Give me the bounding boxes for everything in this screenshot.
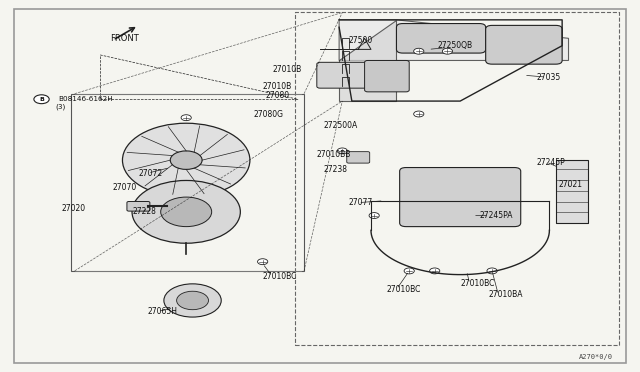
Text: 27080G: 27080G [253, 109, 283, 119]
Text: 27035: 27035 [537, 73, 561, 81]
Text: (3): (3) [56, 103, 66, 110]
FancyBboxPatch shape [365, 61, 409, 92]
Circle shape [369, 212, 380, 218]
Circle shape [170, 151, 202, 169]
Text: 27250QB: 27250QB [438, 41, 473, 50]
Circle shape [161, 197, 212, 227]
Text: 27010BC: 27010BC [387, 285, 421, 294]
Text: 27010B: 27010B [262, 82, 292, 91]
Polygon shape [339, 20, 396, 101]
Text: 27010BC: 27010BC [262, 272, 297, 281]
Text: 27228: 27228 [132, 207, 156, 217]
Circle shape [337, 148, 348, 154]
Circle shape [257, 259, 268, 264]
Circle shape [404, 268, 414, 274]
Circle shape [413, 48, 424, 54]
Text: FRONT: FRONT [109, 34, 138, 43]
Text: B: B [39, 97, 44, 102]
Circle shape [413, 111, 424, 117]
Polygon shape [339, 20, 568, 61]
Circle shape [132, 180, 241, 243]
Text: 27010BB: 27010BB [317, 150, 351, 159]
FancyBboxPatch shape [486, 25, 562, 64]
Bar [72, 94, 304, 271]
Text: 27238: 27238 [323, 165, 347, 174]
Text: 27065H: 27065H [148, 307, 178, 316]
Text: 27077: 27077 [349, 198, 373, 207]
Circle shape [429, 268, 440, 274]
Circle shape [177, 291, 209, 310]
Circle shape [442, 48, 452, 54]
Circle shape [487, 268, 497, 274]
FancyBboxPatch shape [396, 23, 486, 53]
Text: 27010B: 27010B [272, 65, 301, 74]
Circle shape [34, 95, 49, 104]
Text: 272500A: 272500A [323, 121, 357, 129]
FancyBboxPatch shape [127, 202, 150, 211]
Text: A270*0/0: A270*0/0 [579, 353, 613, 359]
Text: 27500: 27500 [349, 36, 373, 45]
Bar [294, 13, 620, 345]
Circle shape [181, 115, 191, 121]
Text: B08146-6162H: B08146-6162H [59, 96, 113, 102]
FancyBboxPatch shape [317, 62, 368, 88]
Text: 27010BC: 27010BC [460, 279, 495, 288]
Text: 27021: 27021 [559, 180, 583, 189]
Circle shape [164, 284, 221, 317]
FancyBboxPatch shape [347, 152, 370, 163]
Text: 27245P: 27245P [537, 157, 565, 167]
Text: 27010BA: 27010BA [489, 291, 524, 299]
Text: 27080: 27080 [266, 91, 290, 100]
Circle shape [122, 123, 250, 197]
Text: 27070: 27070 [113, 183, 137, 192]
Text: 27020: 27020 [62, 203, 86, 213]
FancyBboxPatch shape [399, 167, 521, 227]
Text: 27245PA: 27245PA [479, 211, 513, 220]
Polygon shape [556, 160, 588, 223]
Text: 27072: 27072 [138, 169, 163, 177]
